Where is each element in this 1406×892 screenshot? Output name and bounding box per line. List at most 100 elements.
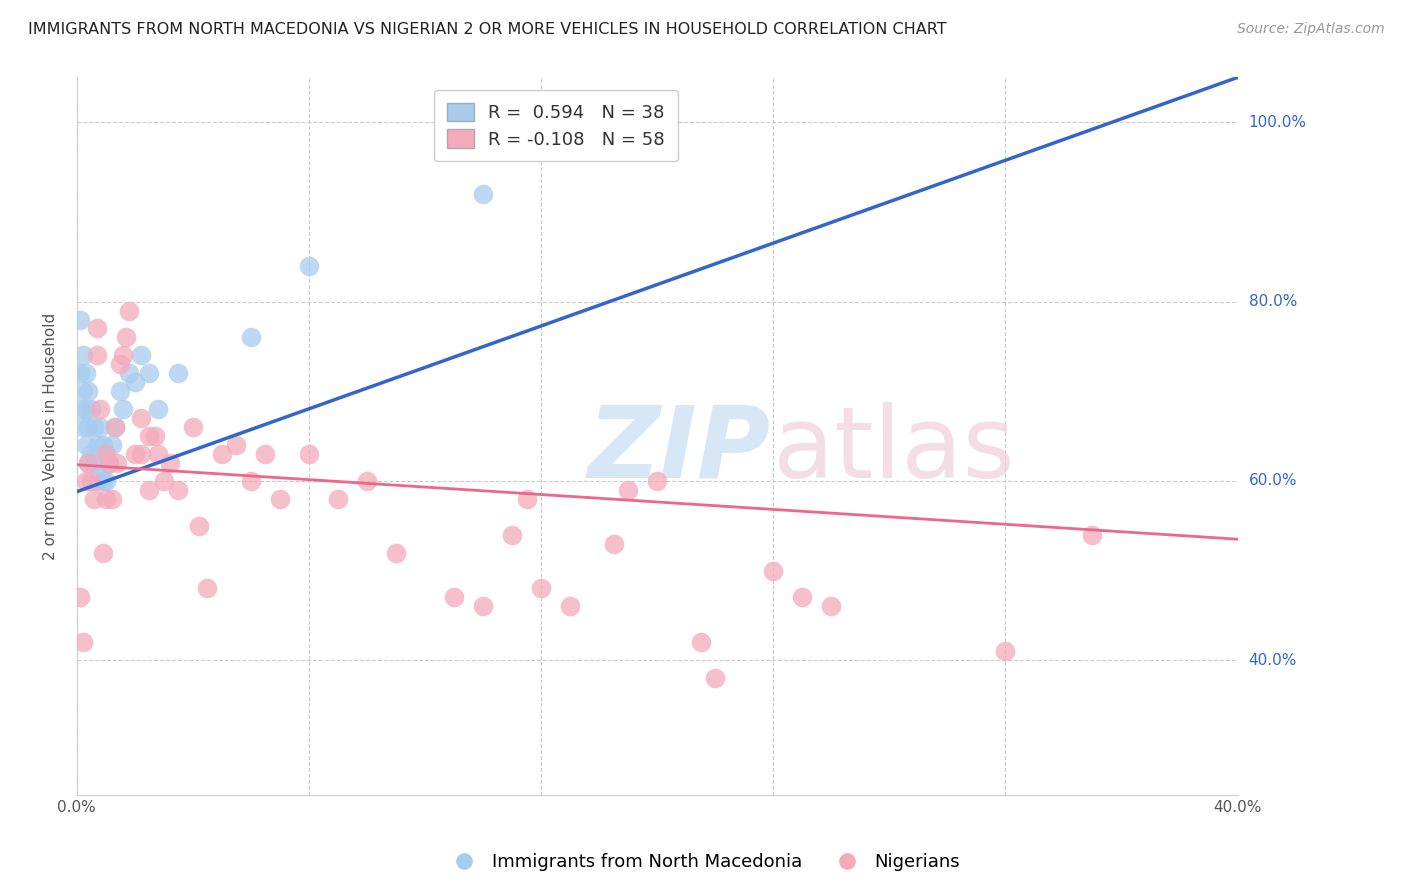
Point [80,447,103,461]
Point [762,564,785,578]
Point [75,402,97,417]
Point [124,376,146,390]
Point [107,456,129,470]
Text: 60.0%: 60.0% [1249,474,1298,489]
Point [560,599,582,614]
Point [91,474,114,488]
Point [80,402,103,417]
Point [89,402,111,417]
Point [94,447,117,461]
Point [704,671,727,685]
Point [146,402,169,417]
Point [516,491,538,506]
Point [443,591,465,605]
Point [77,384,100,399]
Point [1081,527,1104,541]
Point [239,330,262,344]
Point [86,474,108,488]
Point [97,456,120,470]
Y-axis label: 2 or more Vehicles in Household: 2 or more Vehicles in Household [44,312,58,559]
Point [115,330,138,344]
Point [75,474,97,488]
Point [530,582,553,596]
Point [617,483,640,497]
Text: 100.0%: 100.0% [1249,115,1306,129]
Point [254,447,277,461]
Point [83,420,105,434]
Point [501,527,523,541]
Legend: R =  0.594   N = 38, R = -0.108   N = 58: R = 0.594 N = 38, R = -0.108 N = 58 [434,90,678,161]
Point [86,348,108,362]
Point [80,474,103,488]
Point [138,429,160,443]
Point [645,474,668,488]
Point [89,456,111,470]
Point [129,411,152,425]
Point [77,456,100,470]
Point [146,447,169,461]
Point [239,474,262,488]
Point [211,447,233,461]
Point [472,186,495,201]
Point [138,367,160,381]
Point [112,402,135,417]
Text: 40.0%: 40.0% [1249,653,1296,668]
Point [129,447,152,461]
Point [326,491,349,506]
Point [118,367,141,381]
Point [75,438,97,452]
Point [225,438,247,452]
Point [298,447,321,461]
Point [104,420,127,434]
Point [69,367,91,381]
Point [153,474,176,488]
Point [89,420,111,434]
Point [124,447,146,461]
Point [138,483,160,497]
Point [472,599,495,614]
Point [104,420,127,434]
Point [187,518,209,533]
Point [72,420,94,434]
Text: 80.0%: 80.0% [1249,294,1296,310]
Point [298,259,321,273]
Point [69,402,91,417]
Text: Source: ZipAtlas.com: Source: ZipAtlas.com [1237,22,1385,37]
Point [69,312,91,326]
Point [69,591,91,605]
Point [100,491,122,506]
Point [792,591,814,605]
Point [181,420,204,434]
Point [83,491,105,506]
Point [110,384,132,399]
Point [110,357,132,371]
Point [689,635,711,649]
Text: IMMIGRANTS FROM NORTH MACEDONIA VS NIGERIAN 2 OR MORE VEHICLES IN HOUSEHOLD CORR: IMMIGRANTS FROM NORTH MACEDONIA VS NIGER… [28,22,946,37]
Point [75,367,97,381]
Point [129,348,152,362]
Point [97,456,120,470]
Point [91,438,114,452]
Point [94,491,117,506]
Point [72,635,94,649]
Point [994,644,1017,658]
Point [83,456,105,470]
Point [143,429,166,443]
Point [77,456,100,470]
Point [100,438,122,452]
Text: ZIP: ZIP [588,402,770,499]
Point [72,348,94,362]
Point [269,491,291,506]
Point [86,438,108,452]
Point [77,420,100,434]
Point [385,546,408,560]
Text: atlas: atlas [773,402,1015,499]
Point [356,474,378,488]
Point [86,321,108,335]
Point [167,483,190,497]
Point [94,474,117,488]
Point [112,348,135,362]
Point [94,447,117,461]
Point [167,367,190,381]
Point [820,599,842,614]
